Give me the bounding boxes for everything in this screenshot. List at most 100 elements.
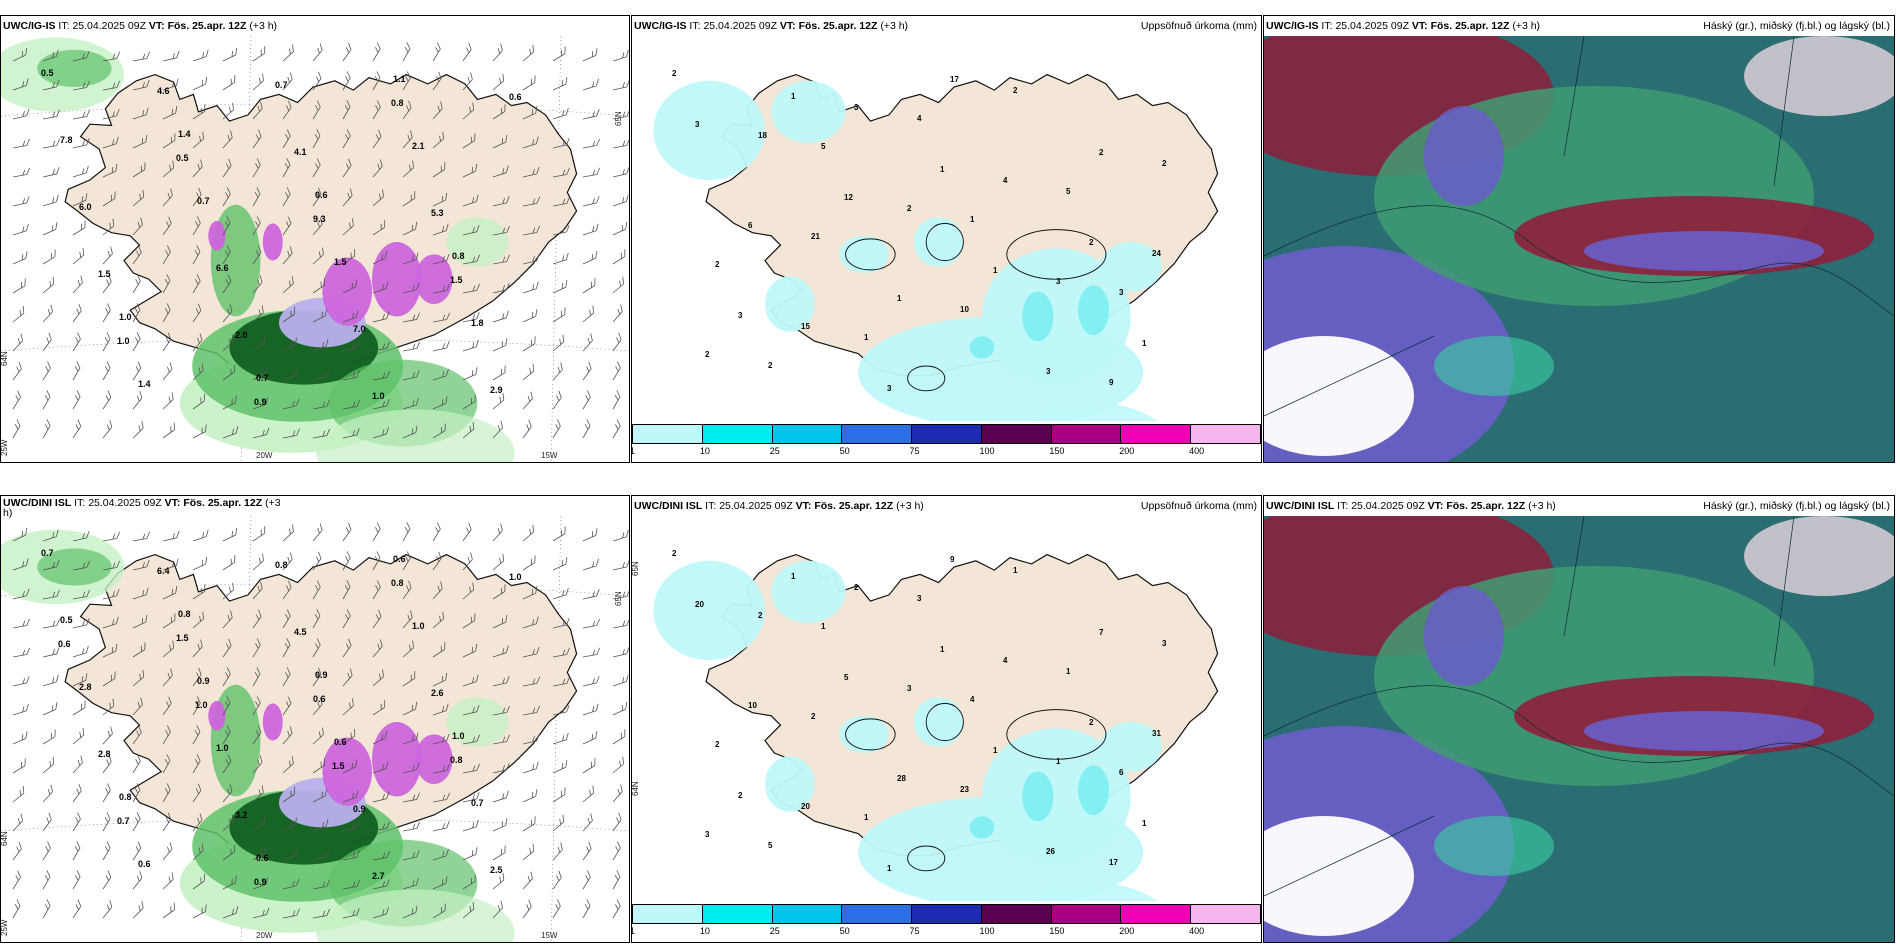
barb-feather bbox=[531, 792, 534, 798]
barb-feather bbox=[229, 304, 233, 312]
barb-shaft bbox=[372, 288, 387, 294]
barb-shaft bbox=[42, 847, 51, 861]
barb-feather bbox=[616, 817, 620, 824]
barb-shaft bbox=[222, 702, 231, 716]
barb-feather bbox=[136, 332, 141, 340]
barb-feather bbox=[562, 227, 565, 233]
wind-value-label: 1.0 bbox=[195, 700, 208, 710]
panel-right-title: Uppsöfnuð úrkoma (mm) bbox=[1140, 500, 1257, 512]
barb-shaft bbox=[552, 563, 566, 571]
barb-feather bbox=[205, 904, 207, 912]
barb-feather bbox=[199, 135, 201, 142]
barb-feather bbox=[592, 111, 595, 117]
barb-feather bbox=[585, 875, 589, 881]
barb-feather bbox=[56, 618, 61, 626]
barb-feather bbox=[586, 846, 590, 853]
lon-label: 15W bbox=[541, 931, 558, 940]
barb-feather bbox=[558, 870, 562, 878]
barb-feather bbox=[414, 671, 416, 679]
barb-feather bbox=[468, 42, 472, 50]
wind-gust-area bbox=[372, 242, 422, 317]
wind-barb bbox=[342, 129, 351, 149]
wind-barb bbox=[402, 762, 420, 774]
barb-shaft bbox=[312, 530, 323, 542]
barb-shaft bbox=[402, 647, 414, 658]
barb-feather bbox=[441, 427, 442, 433]
barb-shaft bbox=[312, 764, 325, 774]
barb-shaft bbox=[612, 708, 626, 716]
barb-feather bbox=[472, 102, 475, 110]
barb-shaft bbox=[462, 428, 475, 439]
barb-feather bbox=[22, 785, 25, 794]
barb-shaft bbox=[462, 529, 472, 542]
barb-feather bbox=[472, 707, 475, 713]
barb-feather bbox=[260, 49, 262, 56]
barb-shaft bbox=[612, 905, 621, 919]
precip-value-label: 3 bbox=[1119, 288, 1124, 297]
barb-shaft bbox=[12, 654, 27, 658]
barb-feather bbox=[234, 75, 236, 83]
barb-feather bbox=[565, 252, 569, 260]
barb-feather bbox=[318, 551, 322, 559]
barb-feather bbox=[22, 649, 26, 656]
barb-feather bbox=[314, 614, 319, 620]
barb-feather bbox=[625, 221, 628, 230]
barb-feather bbox=[376, 522, 381, 530]
barb-feather bbox=[352, 852, 356, 859]
wind-barb bbox=[12, 223, 29, 236]
barb-feather bbox=[626, 589, 629, 597]
barb-feather bbox=[105, 395, 109, 401]
wind-barb bbox=[522, 524, 535, 542]
barb-shaft bbox=[252, 792, 264, 803]
barb-feather bbox=[320, 761, 322, 768]
barb-feather bbox=[230, 130, 233, 138]
barb-feather bbox=[347, 192, 350, 199]
barb-feather bbox=[410, 674, 412, 681]
barb-feather bbox=[505, 165, 509, 173]
barb-shaft bbox=[612, 791, 623, 803]
barb-feather bbox=[225, 759, 230, 765]
barb-feather bbox=[376, 100, 381, 108]
wind-barb bbox=[492, 392, 505, 410]
barb-feather bbox=[562, 590, 565, 597]
wind-barb bbox=[312, 369, 330, 381]
coast-line bbox=[1264, 205, 1894, 317]
barb-shaft bbox=[372, 318, 387, 323]
barb-shaft bbox=[192, 339, 203, 352]
barb-feather bbox=[502, 168, 505, 175]
wind-barb bbox=[252, 73, 264, 91]
panel-cloud-ig: UWC/IG-IS IT: 25.04.2025 09Z VT: Fös. 25… bbox=[1263, 15, 1895, 463]
wind-barb bbox=[372, 730, 388, 745]
barb-feather bbox=[317, 47, 320, 54]
barb-shaft bbox=[72, 906, 82, 919]
barb-shaft bbox=[462, 681, 477, 687]
barb-feather bbox=[77, 899, 82, 907]
wind-barb bbox=[12, 361, 22, 381]
barb-feather bbox=[412, 880, 415, 887]
barb-shaft bbox=[72, 144, 87, 149]
barb-feather bbox=[622, 197, 625, 203]
wind-barb bbox=[492, 790, 509, 803]
wind-barb bbox=[222, 814, 234, 832]
barb-feather bbox=[16, 846, 20, 853]
barb-feather bbox=[436, 522, 441, 530]
barb-feather bbox=[137, 221, 141, 228]
barb-feather bbox=[445, 396, 448, 404]
barb-shaft bbox=[492, 907, 503, 919]
barb-feather bbox=[49, 760, 52, 767]
barb-feather bbox=[16, 899, 21, 907]
barb-shaft bbox=[462, 140, 476, 149]
barb-shaft bbox=[552, 821, 564, 832]
wind-barb bbox=[402, 522, 411, 542]
barb-shaft bbox=[252, 222, 261, 236]
barb-feather bbox=[616, 841, 621, 849]
barb-shaft bbox=[102, 818, 111, 832]
barb-feather bbox=[197, 643, 201, 650]
wind-barb bbox=[42, 79, 60, 91]
barb-feather bbox=[233, 364, 235, 373]
barb-shaft bbox=[222, 534, 236, 542]
wind-barb bbox=[402, 42, 411, 62]
barb-shaft bbox=[132, 594, 147, 600]
barb-feather bbox=[77, 759, 81, 766]
barb-feather bbox=[534, 816, 536, 824]
